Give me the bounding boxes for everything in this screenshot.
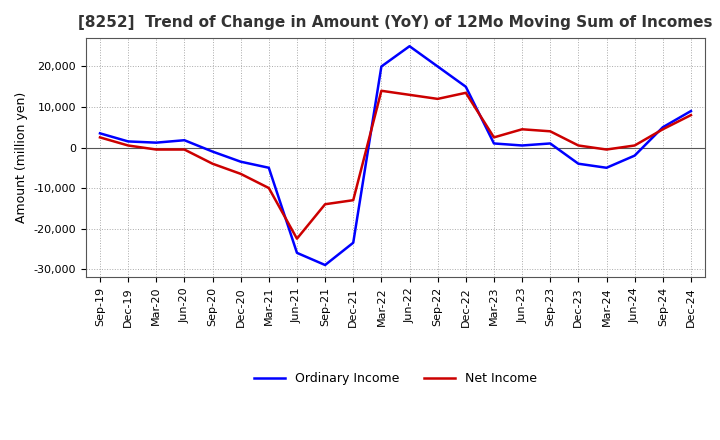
Ordinary Income: [208, 149, 217, 154]
Y-axis label: Amount (million yen): Amount (million yen): [15, 92, 28, 223]
Ordinary Income: [405, 44, 414, 49]
Net Income: [180, 147, 189, 152]
Net Income: [490, 135, 498, 140]
Net Income: [630, 143, 639, 148]
Net Income: [687, 113, 696, 118]
Net Income: [236, 171, 245, 176]
Ordinary Income: [687, 108, 696, 114]
Ordinary Income: [574, 161, 582, 166]
Ordinary Income: [321, 262, 330, 268]
Net Income: [518, 127, 526, 132]
Net Income: [462, 90, 470, 95]
Net Income: [264, 185, 273, 191]
Net Income: [377, 88, 386, 93]
Line: Net Income: Net Income: [100, 91, 691, 238]
Net Income: [208, 161, 217, 166]
Net Income: [349, 198, 358, 203]
Ordinary Income: [152, 140, 161, 145]
Ordinary Income: [292, 250, 301, 256]
Ordinary Income: [377, 64, 386, 69]
Ordinary Income: [490, 141, 498, 146]
Net Income: [405, 92, 414, 98]
Ordinary Income: [236, 159, 245, 164]
Ordinary Income: [659, 125, 667, 130]
Ordinary Income: [433, 64, 442, 69]
Ordinary Income: [264, 165, 273, 170]
Ordinary Income: [180, 138, 189, 143]
Net Income: [433, 96, 442, 102]
Net Income: [152, 147, 161, 152]
Net Income: [602, 147, 611, 152]
Ordinary Income: [96, 131, 104, 136]
Net Income: [96, 135, 104, 140]
Ordinary Income: [349, 240, 358, 246]
Net Income: [659, 127, 667, 132]
Ordinary Income: [518, 143, 526, 148]
Ordinary Income: [602, 165, 611, 170]
Ordinary Income: [546, 141, 554, 146]
Line: Ordinary Income: Ordinary Income: [100, 46, 691, 265]
Ordinary Income: [462, 84, 470, 89]
Ordinary Income: [630, 153, 639, 158]
Net Income: [574, 143, 582, 148]
Net Income: [124, 143, 132, 148]
Net Income: [321, 202, 330, 207]
Title: [8252]  Trend of Change in Amount (YoY) of 12Mo Moving Sum of Incomes: [8252] Trend of Change in Amount (YoY) o…: [78, 15, 713, 30]
Ordinary Income: [124, 139, 132, 144]
Net Income: [292, 236, 301, 241]
Net Income: [546, 128, 554, 134]
Legend: Ordinary Income, Net Income: Ordinary Income, Net Income: [248, 367, 542, 390]
